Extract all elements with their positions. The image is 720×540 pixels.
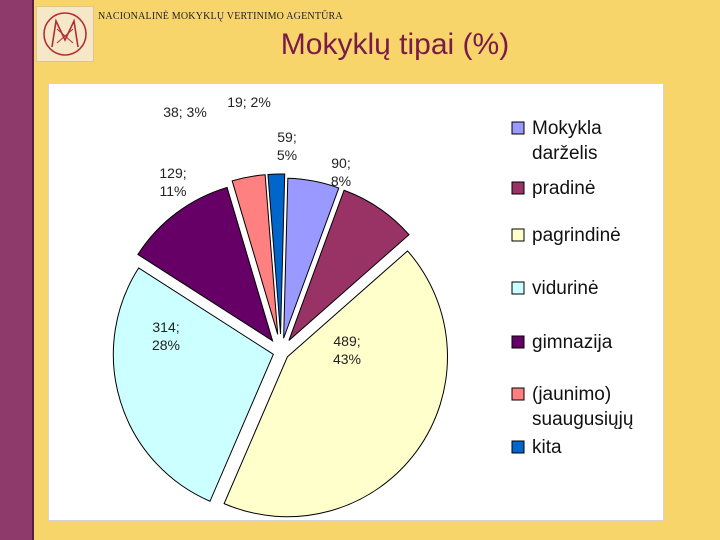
data-label-5: 38; 3% — [163, 104, 207, 120]
legend-swatch-4 — [511, 335, 525, 349]
data-label-6: 19; 2% — [227, 94, 271, 110]
pie-chart-panel: 59; 5% 90; 8% 489; 43% 314; 28% 129; 11% 38; 3% 19;… — [48, 83, 664, 521]
legend-swatch-6 — [511, 440, 525, 454]
pie-slice-6 — [267, 173, 286, 335]
legend-swatch-5 — [511, 387, 525, 401]
legend-swatch-1 — [511, 181, 525, 195]
legend-label-5: (jaunimo) suaugusiųjų — [532, 384, 633, 430]
pie-slice-1 — [288, 189, 410, 341]
legend-label-0: Mokykla darželis — [532, 118, 602, 164]
data-label-3: 314; 28% — [152, 319, 180, 353]
legend-label-3: vidurinė — [532, 278, 599, 299]
page-title: Mokyklų tipai (%) — [280, 28, 510, 61]
pie-slice-4 — [137, 186, 274, 342]
legend-swatch-2 — [511, 228, 525, 242]
legend-label-4: gimnazija — [532, 332, 613, 353]
agency-name: NACIONALINĖ MOKYKLŲ VERTINIMO AGENTŪRA — [98, 11, 343, 22]
pie-slice-5 — [231, 174, 279, 335]
legend-label-2: pagrindinė — [532, 225, 621, 246]
legend-label-1: pradinė — [532, 178, 595, 199]
data-label-0: 59; 5% — [277, 129, 297, 163]
agency-logo — [36, 6, 94, 62]
data-label-1: 90; 8% — [331, 155, 351, 189]
legend-swatch-0 — [511, 121, 525, 135]
legend-swatch-3 — [511, 281, 525, 295]
legend-label-6: kita — [532, 437, 562, 458]
left-accent-bar — [0, 0, 34, 540]
pie-slice-0 — [283, 177, 340, 339]
pie-slice-3 — [112, 267, 274, 502]
data-label-4: 129; 11% — [159, 165, 186, 199]
pie-slice-2 — [223, 250, 448, 518]
pie-chart: 59; 5% 90; 8% 489; 43% 314; 28% 129; 11% 38; 3% 19;… — [112, 94, 633, 518]
data-label-2: 489; 43% — [333, 333, 361, 367]
